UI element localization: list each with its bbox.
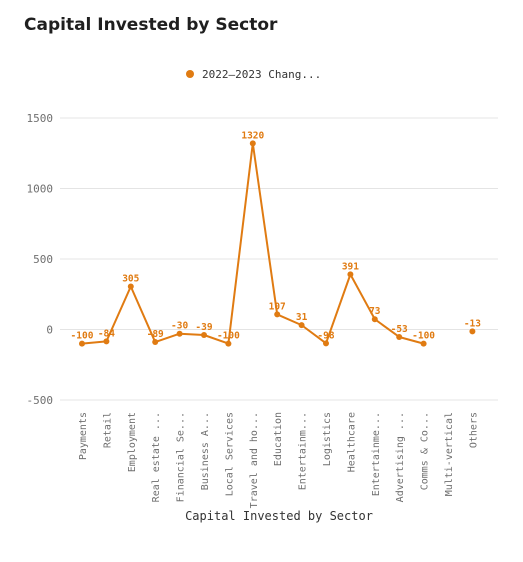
x-tick-label: Employment: [127, 412, 138, 472]
data-label: -89: [147, 329, 164, 340]
x-tick-label: Entertainm...: [298, 412, 309, 490]
data-label: -13: [464, 318, 481, 329]
data-point[interactable]: [249, 140, 256, 147]
y-tick-label: -500: [27, 394, 54, 407]
data-label: 305: [122, 273, 139, 284]
x-tick-label: Healthcare: [346, 412, 357, 472]
data-point[interactable]: [371, 316, 378, 323]
data-label: -53: [391, 324, 408, 335]
gridlines: [60, 117, 498, 401]
data-point[interactable]: [396, 333, 403, 340]
y-tick-label: 500: [33, 253, 53, 266]
data-point[interactable]: [225, 340, 232, 347]
x-tick-label: Travel and ho...: [249, 412, 260, 508]
x-tick-label: Logistics: [322, 412, 333, 466]
x-axis-label: Capital Invested by Sector: [185, 509, 373, 523]
x-tick-label: Comms & Co...: [420, 412, 431, 490]
legend-label: 2022–2023 Chang...: [202, 68, 321, 81]
data-label: -84: [98, 328, 115, 339]
x-tick-label: Education: [273, 412, 284, 466]
data-point[interactable]: [323, 340, 329, 347]
data-point[interactable]: [176, 330, 183, 337]
y-tick-label: 1500: [27, 112, 54, 125]
x-tick-label: Others: [468, 412, 479, 448]
data-label: -100: [71, 331, 94, 342]
y-axis-ticks: -500 0 500 1000 1500: [27, 112, 54, 407]
x-tick-label: Advertising ...: [395, 412, 406, 502]
data-point[interactable]: [469, 328, 476, 335]
data-point[interactable]: [420, 340, 427, 347]
x-tick-label: Multi-vertical: [444, 412, 455, 496]
y-tick-label: 0: [46, 324, 53, 337]
data-point[interactable]: [274, 311, 281, 318]
data-point[interactable]: [201, 331, 207, 338]
x-tick-label: Entertainme...: [371, 412, 382, 496]
data-label: -100: [412, 331, 435, 342]
data-label: -100: [217, 331, 240, 342]
x-tick-label: Retail: [102, 412, 113, 448]
x-axis-ticks: Payments Retail Employment Real estate ... F…: [78, 412, 479, 508]
data-label: -30: [171, 321, 188, 332]
data-label: 107: [269, 301, 286, 312]
legend-marker: [186, 70, 194, 78]
x-tick-label: Real estate ...: [151, 412, 162, 502]
legend[interactable]: 2022–2023 Chang...: [186, 68, 321, 81]
data-label: 391: [342, 261, 359, 272]
x-tick-label: Business A...: [200, 412, 211, 490]
data-point[interactable]: [298, 322, 305, 329]
series-points: [79, 140, 476, 347]
data-label: -39: [195, 322, 212, 333]
data-label: 73: [369, 306, 381, 317]
x-tick-label: Payments: [78, 412, 89, 460]
data-point[interactable]: [79, 340, 85, 347]
x-tick-label: Financial Se...: [176, 412, 187, 502]
data-point[interactable]: [127, 283, 134, 290]
chart-title: Capital Invested by Sector: [24, 15, 278, 35]
data-point[interactable]: [152, 339, 159, 346]
x-tick-label: Local Services: [224, 412, 235, 496]
data-point[interactable]: [347, 271, 354, 278]
data-label: 31: [296, 312, 308, 323]
data-label: -98: [317, 330, 334, 341]
data-point[interactable]: [103, 338, 110, 345]
data-label: 1320: [241, 130, 264, 141]
data-labels: -100 -84 305 -89 -30 -39 -100 1320 107 31 -98 391 73…: [71, 130, 482, 341]
y-tick-label: 1000: [27, 183, 54, 196]
